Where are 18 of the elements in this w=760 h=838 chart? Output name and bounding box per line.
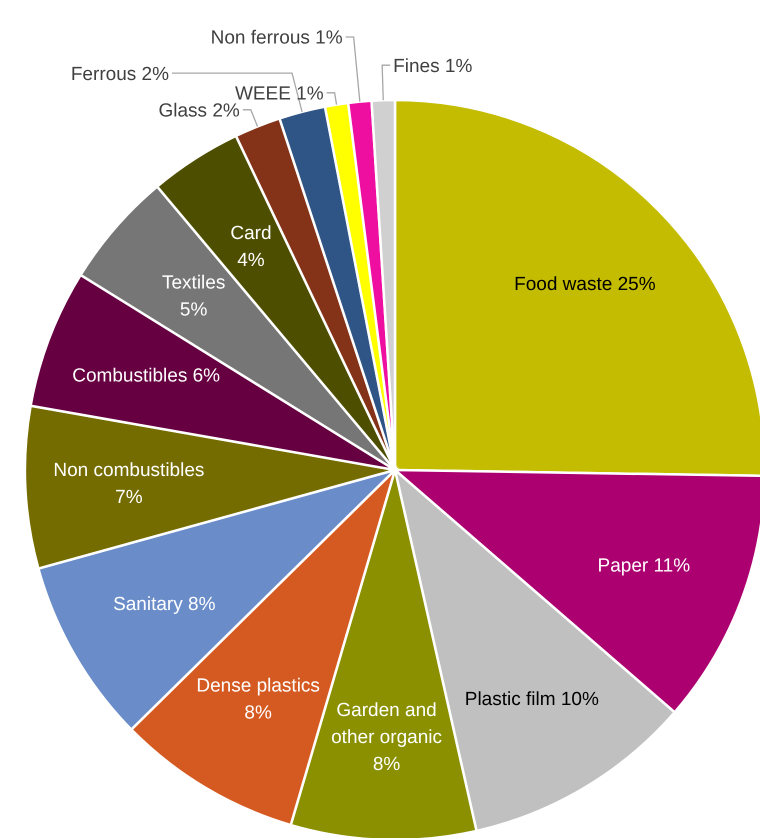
slice-label: Sanitary 8% xyxy=(113,594,216,615)
slice-label: Food waste 25% xyxy=(514,274,656,295)
slice-label: Dense plastics xyxy=(196,676,320,697)
slice-label: Paper 11% xyxy=(598,556,690,577)
slice-label: Fines 1% xyxy=(393,56,472,77)
slice-label: Combustibles 6% xyxy=(72,366,220,387)
slice-label: Textiles xyxy=(162,272,226,294)
slice-label: Garden and other organic xyxy=(331,700,442,748)
data-label: 5% xyxy=(180,300,208,321)
slice-label: Plastic film 10% xyxy=(464,689,599,710)
data-label: 8% xyxy=(244,702,272,724)
slice-label: Ferrous 2% xyxy=(70,64,170,85)
slice-label: Non combustibles xyxy=(53,460,204,481)
data-label: 8% xyxy=(372,754,400,775)
slice-label: Card xyxy=(230,223,272,244)
data-label: 7% xyxy=(115,486,143,508)
data-label: 4% xyxy=(237,250,265,272)
slice-label: Non ferrous 1% xyxy=(210,28,343,49)
